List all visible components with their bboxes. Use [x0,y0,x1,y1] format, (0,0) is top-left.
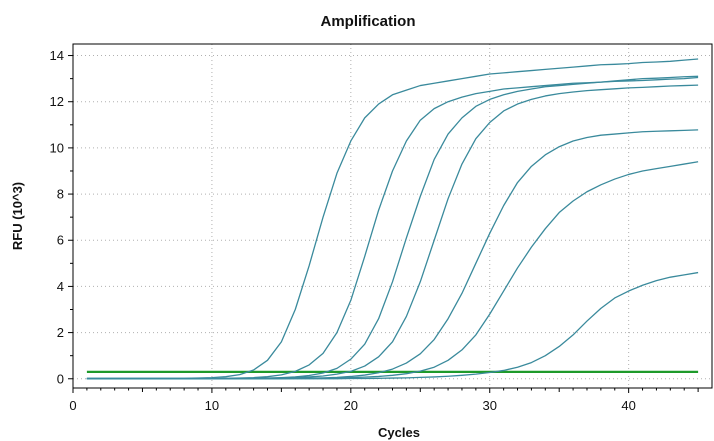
y-axis: 0 2 4 6 8 10 12 14 [50,48,73,386]
x-axis-label: Cycles [378,425,420,440]
y-tick-label: 4 [57,279,64,294]
amplification-curve-6 [86,161,699,380]
x-tick-label: 0 [69,398,76,413]
amplification-curve-7 [86,271,699,380]
amplification-curve-2 [86,76,699,380]
y-axis-label: RFU (10^3) [10,182,25,250]
x-tick-label: 40 [621,398,635,413]
amplification-curve-1 [86,58,699,379]
y-tick-label: 14 [50,48,64,63]
y-tick-label: 6 [57,233,64,248]
y-tick-label: 12 [50,94,64,109]
y-tick-label: 8 [57,187,64,202]
amplification-curve-4 [86,84,699,380]
y-tick-label: 10 [50,140,64,155]
chart-title: Amplification [320,13,415,30]
plot-frame [72,43,713,389]
x-tick-label: 20 [344,398,358,413]
amplification-curve-3 [86,75,699,380]
x-tick-label: 30 [483,398,497,413]
y-tick-label: 2 [57,325,64,340]
grid [73,44,712,388]
x-tick-label: 10 [205,398,219,413]
x-axis: 0 10 20 30 40 [69,388,699,413]
y-tick-label: 0 [57,371,64,386]
series-layer [86,58,699,380]
